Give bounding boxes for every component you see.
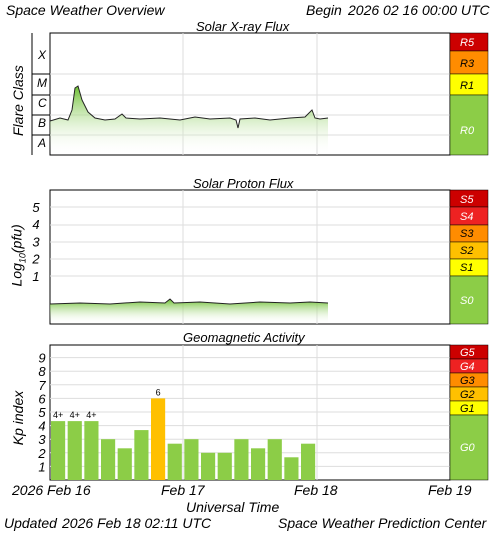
scale-label-r0: R0: [460, 125, 475, 137]
x-tick-feb16: 2026 Feb 16: [12, 482, 91, 498]
scale-label-g2: G2: [460, 389, 475, 401]
kp-bar: [184, 439, 199, 480]
kp-y-tick: 5: [38, 405, 46, 420]
scale-r0: [449, 94, 489, 156]
kp-bar: [251, 448, 266, 480]
scale-g0: [449, 414, 489, 481]
app-title: Space Weather Overview: [6, 2, 165, 18]
begin-label: Begin: [306, 2, 342, 18]
kp-bar-label: 6: [156, 387, 161, 397]
kp-bars: 4+ 4+ 4+ 6: [51, 387, 316, 480]
swpc-credit: Space Weather Prediction Center: [278, 515, 487, 531]
proton-gridlines: [50, 190, 450, 324]
geomag-title: Geomagnetic Activity: [183, 330, 305, 345]
kp-bar: [267, 439, 282, 480]
scale-label-g3: G3: [460, 375, 476, 387]
flare-class-a: A: [37, 136, 46, 150]
kp-bar-label: 4+: [86, 410, 96, 420]
kp-bar: [67, 421, 82, 480]
kp-y-tick: 4: [38, 419, 45, 434]
kp-bar: [101, 439, 116, 480]
scale-label-s1: S1: [460, 262, 473, 274]
proton-y-tick: 1: [32, 269, 39, 284]
proton-flux-line: [49, 298, 329, 305]
proton-title: Solar Proton Flux: [193, 176, 294, 191]
xray-panel: X M C B A R5 R3 R1 R0: [31, 32, 489, 156]
x-tick-feb19: Feb 19: [428, 482, 472, 498]
kp-bar: [201, 452, 216, 480]
kp-y-tick: 2: [37, 446, 46, 461]
kp-y-tick: 8: [38, 364, 46, 379]
kp-bar: [234, 439, 249, 480]
kp-bar-label: 4+: [53, 410, 63, 420]
scale-label-s3: S3: [460, 228, 474, 240]
kp-bar: [167, 443, 182, 480]
kp-y-tick: 3: [38, 432, 46, 447]
x-axis-title: Universal Time: [186, 499, 280, 515]
scale-label-r5: R5: [460, 37, 475, 49]
scale-label-s5: S5: [460, 194, 474, 206]
kp-bar: [84, 421, 99, 480]
flare-class-c: C: [38, 96, 47, 110]
scale-s0: [449, 275, 489, 325]
scale-label-g5: G5: [460, 347, 476, 359]
xray-flux-line: [49, 85, 329, 129]
proton-flux-area: [50, 299, 328, 324]
proton-y-ticks: 1 2 3 4 5: [31, 200, 40, 284]
scale-label-s0: S0: [460, 295, 474, 307]
x-tick-feb18: Feb 18: [294, 482, 338, 498]
kp-bar: [151, 398, 166, 480]
kp-y-tick: 1: [38, 459, 45, 474]
kp-y-tick: 6: [38, 391, 46, 406]
kp-bar: [217, 452, 232, 480]
scale-label-g4: G4: [460, 361, 475, 373]
kp-bar: [284, 457, 299, 480]
kp-bar: [51, 421, 66, 480]
scale-label-r3: R3: [460, 58, 475, 70]
kp-bar: [117, 448, 132, 480]
x-tick-feb17: Feb 17: [161, 482, 205, 498]
scale-label-g0: G0: [460, 442, 476, 454]
xray-title: Solar X-ray Flux: [196, 19, 290, 34]
kp-gridlines: [50, 345, 450, 480]
kp-bar: [301, 443, 316, 480]
xray-flux-area: [50, 86, 328, 155]
begin-date: 2026 02 16 00:00 UTC: [348, 2, 490, 18]
updated-time: 2026 Feb 18 02:11 UTC: [62, 515, 212, 531]
kp-y-tick: 7: [38, 378, 46, 393]
scale-label-r1: R1: [460, 80, 474, 92]
flare-class-b: B: [38, 116, 46, 130]
kp-bar-label: 4+: [70, 410, 80, 420]
flare-class-x: X: [37, 48, 47, 62]
kp-bar: [134, 430, 149, 480]
scale-label-s2: S2: [460, 245, 473, 257]
kp-y-tick: 9: [38, 351, 45, 366]
proton-y-tick: 4: [32, 217, 39, 232]
flare-class-m: M: [37, 76, 47, 90]
updated-label: Updated: [4, 515, 57, 531]
scale-label-s4: S4: [460, 211, 473, 223]
scale-label-g1: G1: [460, 403, 475, 415]
proton-panel: 1 2 3 4 5 S5 S4 S3 S2 S1 S0: [31, 189, 489, 325]
proton-y-tick: 2: [31, 252, 40, 267]
proton-y-tick: 3: [32, 234, 40, 249]
proton-y-tick: 5: [32, 200, 40, 215]
